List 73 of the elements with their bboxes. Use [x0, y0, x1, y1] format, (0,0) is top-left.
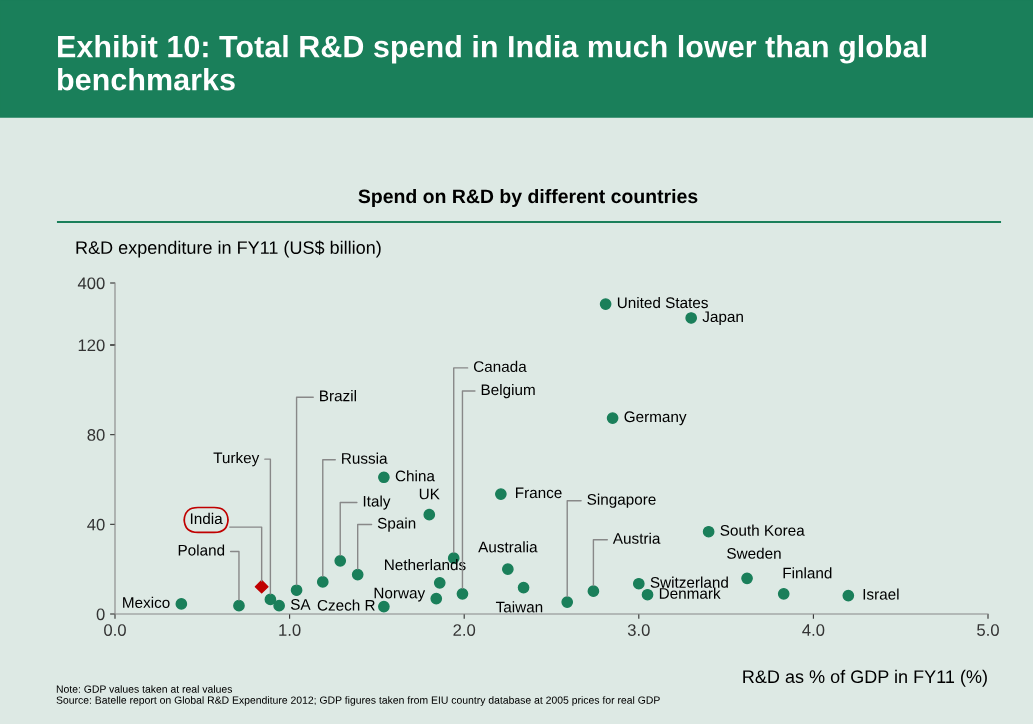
annotation: South Korea	[720, 524, 805, 536]
annotation: Czech R	[317, 599, 375, 611]
annotation: India	[190, 512, 223, 525]
x-tick-label: 3.0	[627, 624, 650, 636]
annotation: Japan	[702, 311, 743, 326]
point	[495, 488, 507, 500]
text: Note: GDP values taken at real values	[56, 685, 233, 693]
point	[290, 584, 303, 597]
annotation: Belgium	[481, 383, 535, 399]
point	[175, 598, 188, 610]
point	[842, 589, 855, 602]
x-tick-label: 5.0	[977, 624, 999, 636]
y-tick-label: 40	[87, 518, 105, 531]
point	[430, 592, 443, 605]
point	[517, 581, 530, 594]
annotation: Netherlands	[385, 559, 466, 571]
point	[233, 599, 245, 612]
point	[641, 588, 654, 601]
chart-title: Exhibit 10: Total R&D spend in India much lower than global benchmarks	[58, 35, 926, 91]
annotation: China	[395, 470, 435, 482]
point	[273, 599, 285, 612]
x-tick-label: 4.0	[802, 624, 825, 636]
annotation: Sweden	[727, 547, 781, 559]
annotation: Denmark	[659, 587, 721, 599]
annotation: Italy	[363, 495, 391, 510]
annotation: Canada	[473, 360, 527, 373]
x-tick-label: 1.0	[279, 624, 301, 636]
annotation: Israel	[863, 588, 899, 600]
source-note: Source: Batelle report on Global R&D Expenditure 2012; GDP figures taken from EIU country database at 2005 prices for real GDP	[56, 696, 660, 706]
annotation: Poland	[178, 544, 225, 556]
point	[334, 555, 347, 567]
annotation: Mexico	[123, 596, 170, 609]
annotation: UK	[419, 488, 440, 500]
point	[378, 471, 390, 484]
annotation: Austria	[612, 532, 661, 544]
point	[587, 585, 600, 597]
point	[502, 563, 514, 576]
annotation: Australia	[478, 541, 538, 553]
y-axis-title: R&D expenditure in FY11 (US$ billion)	[76, 240, 381, 258]
chart-subtitle: Spend on R&D by different countries	[358, 188, 698, 208]
y-tick-label: 400	[77, 277, 105, 290]
point	[423, 508, 436, 521]
annotation: United States	[617, 296, 708, 309]
annotation: Singapore	[587, 493, 656, 508]
annotation: SA	[290, 598, 311, 610]
annotation: Finland	[783, 567, 832, 579]
y-tick-label: 120	[78, 339, 105, 352]
point	[351, 568, 364, 581]
point	[254, 579, 269, 594]
annotation: Switzerland	[650, 576, 728, 588]
y-tick-label: 80	[87, 429, 105, 441]
annotation: Spain	[377, 517, 416, 532]
annotation: Brazil	[320, 390, 356, 402]
point	[433, 576, 446, 589]
point	[264, 593, 277, 606]
point	[632, 577, 645, 590]
annotation: Russia	[342, 452, 388, 464]
point	[777, 587, 790, 600]
point	[606, 412, 619, 424]
point	[702, 525, 715, 538]
annotation: France	[516, 487, 562, 499]
annotation: Germany	[624, 411, 687, 426]
point	[741, 572, 753, 585]
y-tick-label: 0	[96, 608, 105, 621]
annotation: Norway	[374, 587, 426, 602]
point	[316, 576, 329, 588]
x-tick-label: 2.0	[453, 624, 476, 636]
x-tick-label: 0.0	[104, 624, 126, 636]
x-axis-title: R&D as % of GDP in FY11 (%)	[743, 669, 987, 687]
annotation: Turkey	[213, 452, 260, 467]
point	[561, 596, 574, 608]
annotation: Taiwan	[495, 601, 543, 613]
point	[456, 587, 469, 600]
